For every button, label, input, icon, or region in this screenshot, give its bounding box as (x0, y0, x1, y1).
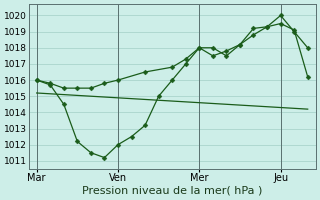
X-axis label: Pression niveau de la mer( hPa ): Pression niveau de la mer( hPa ) (82, 186, 262, 196)
